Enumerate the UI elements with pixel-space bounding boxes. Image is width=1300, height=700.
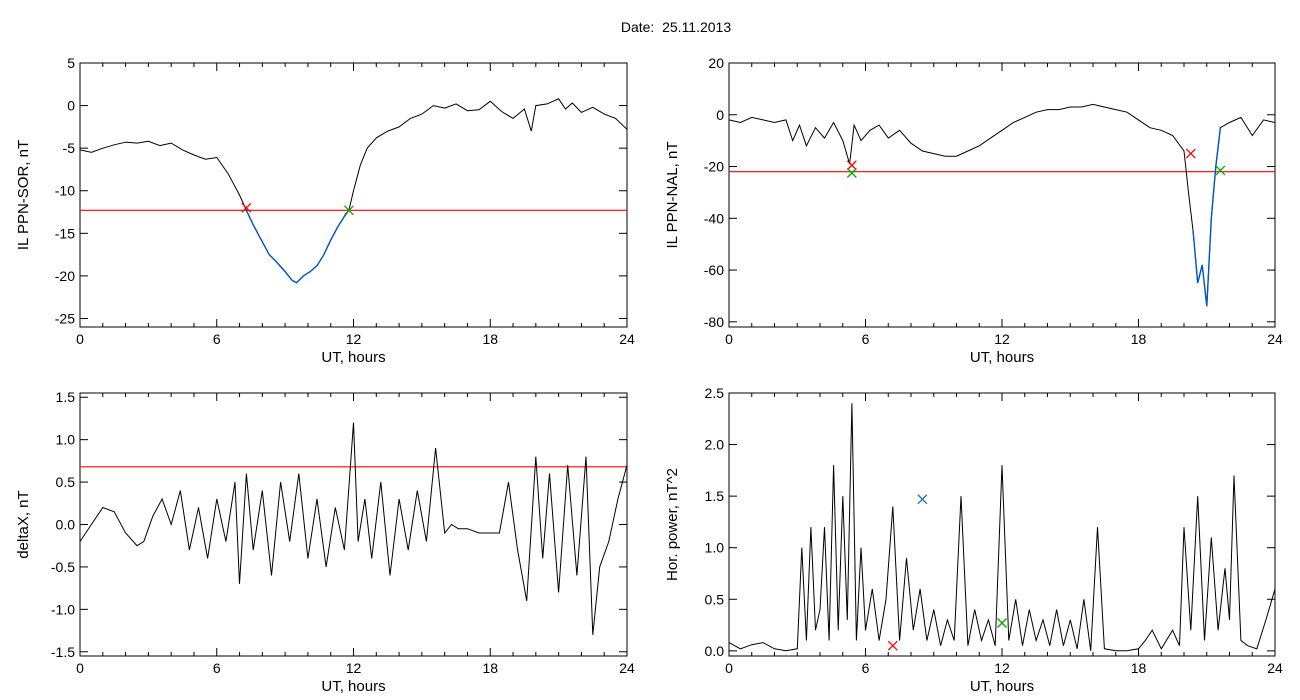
y-tick-label: 0.0 — [56, 517, 76, 533]
marker-stroke — [846, 160, 857, 171]
x-axis-label: UT, hours — [970, 349, 1034, 366]
x-axis-label: UT, hours — [970, 678, 1034, 695]
marker-stroke — [1215, 165, 1226, 176]
y-tick-label: -40 — [704, 210, 724, 226]
x-tick-label: 0 — [725, 331, 733, 347]
x-tick-label: 12 — [346, 660, 362, 676]
x-tick-label: 18 — [1131, 660, 1147, 676]
y-tick-label: -60 — [704, 262, 724, 278]
y-axis-label: Hor. power, nT^2 — [664, 468, 681, 581]
marker-end — [997, 618, 1007, 628]
panel-nal: 0 6 12 18 24 20 0 -20 -40 -60 -80 UT, hours IL PPN-N… — [664, 55, 1283, 366]
plot-frame — [79, 62, 628, 328]
y-axis-label: deltaX, nT — [15, 490, 32, 558]
y-axis-label: IL PPN-NAL, nT — [664, 142, 681, 249]
y-tick-label: 2.5 — [705, 385, 725, 401]
x-tick-label: 0 — [725, 660, 733, 676]
y-tick-label: -80 — [704, 314, 724, 330]
y-tick-label: 0.5 — [705, 591, 725, 607]
y-tick-label: 0.0 — [705, 643, 725, 659]
series-line — [80, 422, 627, 635]
y-tick-label: -20 — [704, 159, 724, 175]
y-tick-label: 0 — [67, 98, 75, 114]
y-tick-label: -5 — [63, 140, 76, 156]
marker-stroke — [1185, 148, 1196, 159]
y-tick-label: 2.0 — [705, 437, 725, 453]
x-tick-label: 6 — [862, 660, 870, 676]
y-tick-label: -1.5 — [51, 644, 75, 660]
x-tick-label: 24 — [1267, 331, 1283, 347]
marker-stroke — [241, 202, 252, 213]
page-title: Date: 25.11.2013 — [620, 19, 732, 35]
x-tick-label: 12 — [346, 331, 362, 347]
x-tick-label: 12 — [994, 660, 1010, 676]
marker-end — [846, 168, 857, 178]
y-tick-label: -20 — [55, 268, 75, 284]
marker-start — [846, 160, 857, 171]
x-axis-label: UT, hours — [321, 678, 385, 695]
marker-stroke — [343, 205, 354, 216]
x-tick-label: 18 — [1131, 331, 1147, 347]
panel-deltax: 0 6 12 18 24 1.5 1.0 0.5 0.0 -0.5 -1.0 -1.5 UT, hour… — [15, 389, 635, 695]
x-tick-label: 24 — [619, 331, 635, 347]
marker-stroke — [887, 640, 898, 651]
plot-frame — [728, 392, 1276, 657]
series-line — [80, 98, 627, 284]
x-tick-label: 6 — [213, 660, 221, 676]
marker-end — [1215, 165, 1226, 176]
y-tick-label: -10 — [55, 183, 75, 199]
x-axis-label: UT, hours — [321, 349, 385, 366]
y-tick-label: 1.5 — [705, 488, 725, 504]
y-tick-label: 0.5 — [56, 474, 76, 490]
y-tick-label: -1.0 — [51, 601, 75, 617]
marker-stroke — [997, 618, 1007, 628]
x-tick-label: 0 — [76, 331, 84, 347]
series-line — [729, 103, 1275, 307]
x-tick-label: 18 — [482, 660, 498, 676]
y-tick-label: 0 — [716, 107, 724, 123]
panel-power: 0 6 12 18 24 2.5 2.0 1.5 1.0 0.5 0.0 UT, hours Hor. … — [664, 385, 1283, 695]
marker-start — [241, 202, 252, 213]
marker-start — [887, 640, 898, 651]
y-tick-label: -0.5 — [51, 559, 75, 575]
x-tick-label: 6 — [862, 331, 870, 347]
y-tick-label: 20 — [708, 55, 724, 71]
marker-stroke — [917, 494, 928, 505]
y-axis-label: IL PPN-SOR, nT — [15, 140, 32, 250]
x-tick-label: 12 — [994, 331, 1010, 347]
y-tick-label: 1.0 — [56, 432, 76, 448]
y-tick-label: 5 — [67, 55, 75, 71]
marker-peak — [917, 494, 928, 505]
marker-stroke — [846, 168, 857, 178]
y-tick-label: -25 — [55, 310, 75, 326]
x-tick-label: 24 — [619, 660, 635, 676]
highlight-segment — [245, 209, 350, 284]
y-tick-label: 1.0 — [705, 540, 725, 556]
x-tick-label: 18 — [482, 331, 498, 347]
marker-start — [1185, 148, 1196, 159]
y-tick-label: -15 — [55, 225, 75, 241]
x-tick-label: 6 — [213, 331, 221, 347]
panel-sor: 0 6 12 18 24 5 0 -5 -10 -15 -20 -25 UT, hours IL PPN-… — [15, 55, 635, 366]
x-tick-label: 0 — [76, 660, 84, 676]
series-line — [729, 403, 1275, 652]
highlight-segment — [1192, 127, 1222, 307]
y-tick-label: 1.5 — [56, 389, 76, 405]
marker-end — [343, 205, 354, 216]
plot-frame — [728, 62, 1276, 328]
x-tick-label: 24 — [1267, 660, 1283, 676]
